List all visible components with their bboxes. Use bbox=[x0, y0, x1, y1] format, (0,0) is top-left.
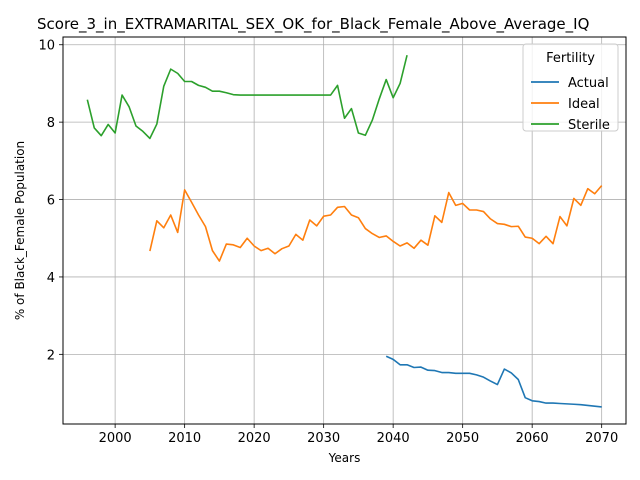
x-tick-label: 2000 bbox=[99, 431, 132, 446]
series-lines bbox=[86, 54, 603, 408]
y-tick-label: 10 bbox=[38, 39, 55, 54]
y-axis-label: % of Black_Female Population bbox=[13, 141, 27, 320]
x-tick-label: 2040 bbox=[377, 431, 410, 446]
x-tick-label: 2010 bbox=[168, 431, 201, 446]
legend-label-ideal: Ideal bbox=[568, 97, 600, 112]
series-line-actual bbox=[385, 355, 602, 408]
y-tick-label: 6 bbox=[47, 194, 55, 209]
x-tick-label: 2060 bbox=[516, 431, 549, 446]
series-line-sterile bbox=[86, 54, 408, 140]
x-axis-label: Years bbox=[328, 451, 361, 465]
x-tick-label: 2070 bbox=[585, 431, 618, 446]
legend-label-sterile: Sterile bbox=[568, 118, 610, 133]
axis-ticks: 2000 2010 2020 2030 2040 2050 2060 2070 2 4 6 8 10 bbox=[38, 39, 618, 446]
y-tick-label: 2 bbox=[47, 348, 55, 363]
y-tick-label: 4 bbox=[47, 271, 55, 286]
y-tick-label: 8 bbox=[47, 116, 55, 131]
x-tick-label: 2030 bbox=[307, 431, 340, 446]
chart-title: Score_3_in_EXTRAMARITAL_SEX_OK_for_Black… bbox=[37, 15, 589, 34]
x-tick-label: 2020 bbox=[238, 431, 271, 446]
legend-box bbox=[522, 43, 619, 132]
legend: Fertility Actual Ideal Sterile bbox=[522, 43, 619, 133]
x-tick-label: 2050 bbox=[446, 431, 479, 446]
legend-label-actual: Actual bbox=[568, 76, 609, 91]
plot-frame bbox=[62, 36, 627, 425]
series-line-ideal bbox=[149, 185, 603, 262]
legend-title: Fertility bbox=[546, 51, 595, 66]
